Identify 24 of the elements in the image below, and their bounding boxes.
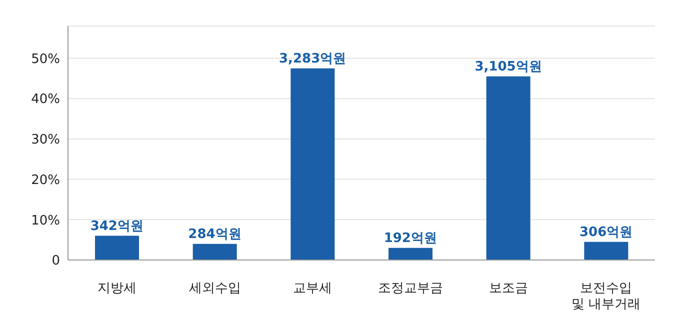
annotation: 192억원 bbox=[384, 230, 437, 246]
x-tick-label: 세외수입 bbox=[188, 281, 241, 296]
bar bbox=[584, 242, 628, 260]
x-tick-label: 보전수입 및 내부거래 bbox=[572, 281, 641, 312]
y-tick-label: 30% bbox=[31, 132, 60, 148]
bar bbox=[388, 248, 432, 260]
x-tick-label: 지방세 bbox=[97, 281, 136, 296]
x-tick-label: 보조금 bbox=[488, 281, 528, 296]
annotation: 3,283억원 bbox=[279, 51, 346, 66]
x-tick-label: 교부세 bbox=[293, 281, 332, 296]
y-tick-label: 10% bbox=[31, 213, 60, 228]
x-tick-label: 조정교부금 bbox=[378, 281, 443, 296]
y-tick-label: 50% bbox=[31, 52, 60, 67]
y-tick-label: 40% bbox=[31, 92, 60, 108]
bar bbox=[290, 68, 335, 260]
bar bbox=[192, 244, 237, 260]
annotation: 284억원 bbox=[188, 226, 242, 242]
annotation: 306억원 bbox=[580, 224, 633, 240]
bar bbox=[95, 236, 139, 260]
y-tick-label: 20% bbox=[31, 172, 60, 188]
y-tick-label: 0 bbox=[52, 254, 60, 269]
bar bbox=[486, 76, 530, 260]
annotation: 342억원 bbox=[90, 218, 144, 234]
annotation: 3,105억원 bbox=[474, 59, 542, 74]
